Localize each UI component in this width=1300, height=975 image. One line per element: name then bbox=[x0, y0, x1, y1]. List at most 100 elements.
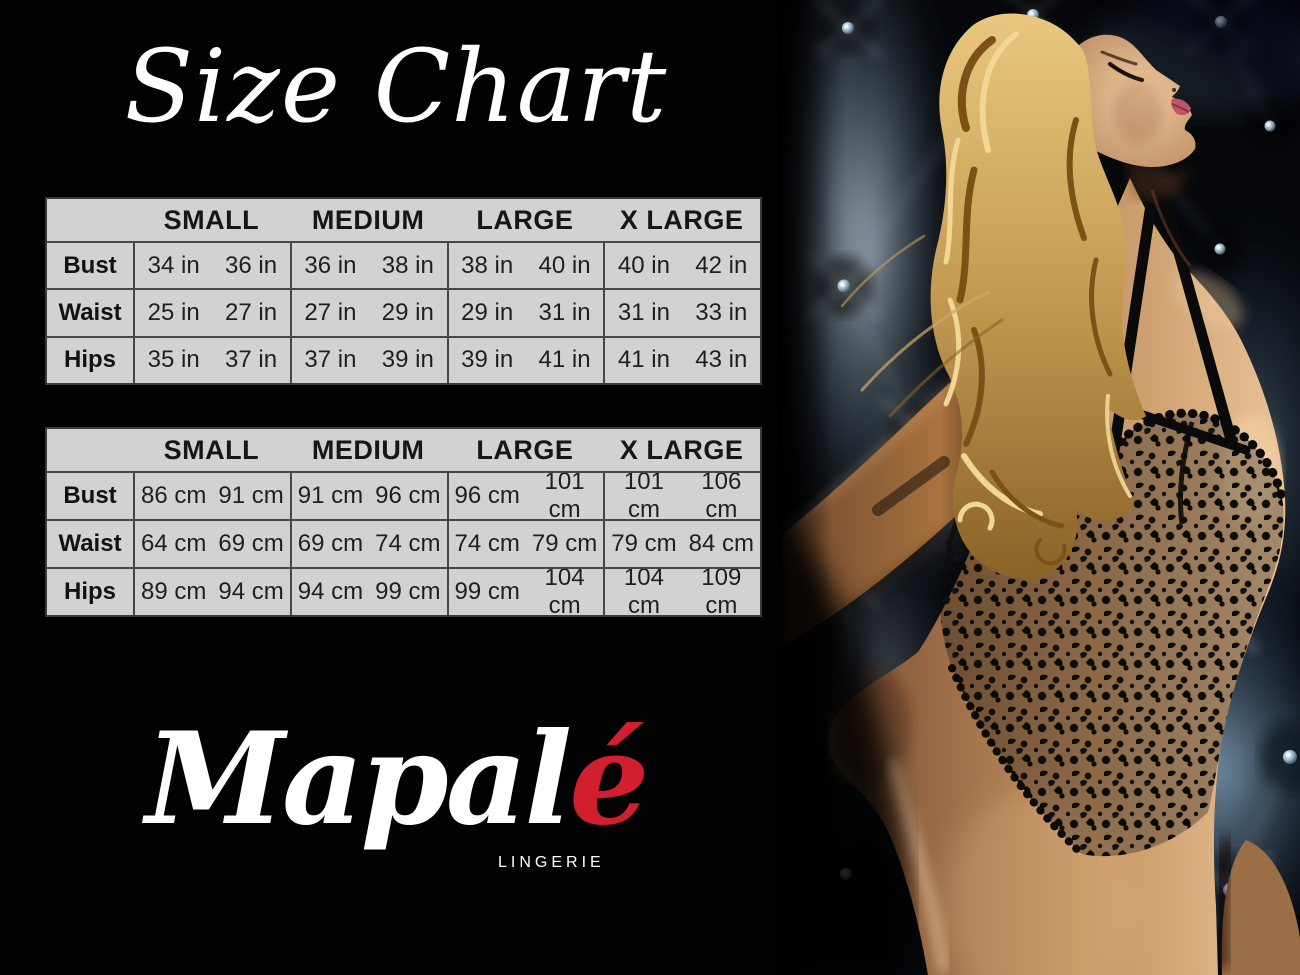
size-column-header: LARGE bbox=[476, 204, 574, 235]
size-table-inches: SMALL MEDIUM LARGE X LARGE Bust 34 in 36 in 36 … bbox=[45, 197, 762, 385]
measurement-range-cell: 69 cm 74 cm bbox=[289, 519, 447, 567]
measurement-range-cell: 64 cm 69 cm bbox=[133, 519, 290, 567]
measurement-value: 31 in bbox=[617, 298, 670, 326]
model-far-leg bbox=[1221, 840, 1300, 975]
measurement-value: 86 cm bbox=[141, 482, 207, 509]
measurement-value: 91 cm bbox=[297, 482, 364, 509]
measurement-value: 99 cm bbox=[454, 578, 520, 605]
measurement-row-label: Bust bbox=[47, 471, 133, 519]
measurement-value: 37 in bbox=[304, 346, 357, 374]
measurement-value: 27 in bbox=[304, 298, 357, 326]
measurement-range-cell: 94 cm 99 cm bbox=[289, 567, 447, 615]
measurement-row-label: Waist bbox=[47, 288, 133, 335]
measurement-range-cell: 74 cm 79 cm bbox=[446, 519, 604, 567]
model-hair bbox=[840, 13, 1146, 580]
measurement-value: 33 in bbox=[695, 298, 748, 326]
measurement-range-cell: 99 cm 104 cm bbox=[446, 567, 604, 615]
measurement-range-cell: 104 cm 109 cm bbox=[603, 567, 760, 615]
measurement-value: 29 in bbox=[381, 298, 434, 326]
measurement-range-cell: 34 in 36 in bbox=[133, 241, 290, 289]
measurement-value: 104 cm bbox=[544, 567, 585, 615]
brand-wordmark: Mapalé bbox=[0, 716, 792, 842]
measurement-range-cell: 101 cm 106 cm bbox=[603, 471, 760, 519]
measurement-range-cell: 36 in 38 in bbox=[289, 241, 447, 289]
measurement-value: 79 cm bbox=[531, 530, 598, 557]
brand-wordmark-white: Mapal bbox=[145, 705, 573, 853]
measurement-value: 38 in bbox=[381, 251, 434, 279]
corner-cell bbox=[47, 429, 133, 471]
measurement-value: 94 cm bbox=[297, 578, 364, 605]
measurement-value: 39 in bbox=[461, 346, 514, 374]
measurement-value: 25 in bbox=[147, 298, 200, 326]
measurement-range-cell: 91 cm 96 cm bbox=[289, 471, 447, 519]
size-column-header: X LARGE bbox=[619, 204, 744, 235]
measurement-value: 37 in bbox=[225, 346, 278, 374]
measurement-value: 42 in bbox=[695, 251, 748, 279]
brand-logo: Mapalé LINGERIE bbox=[0, 716, 792, 871]
measurement-row-label: Hips bbox=[47, 567, 133, 615]
size-column-header: SMALL bbox=[163, 434, 260, 465]
brand-wordmark-accent: é bbox=[569, 705, 649, 853]
measurement-value: 29 in bbox=[461, 298, 514, 326]
measurement-value: 89 cm bbox=[141, 578, 207, 605]
measurement-range-cell: 79 cm 84 cm bbox=[603, 519, 760, 567]
measurement-value: 41 in bbox=[617, 346, 670, 374]
measurement-value: 64 cm bbox=[141, 530, 207, 557]
measurement-range-cell: 37 in 39 in bbox=[289, 335, 447, 383]
measurement-range-cell: 39 in 41 in bbox=[446, 335, 604, 383]
page-title: Size Chart bbox=[124, 28, 668, 145]
measurement-value: 106 cm bbox=[701, 471, 742, 519]
measurement-value: 74 cm bbox=[454, 530, 520, 557]
measurement-value: 40 in bbox=[538, 251, 591, 279]
measurement-value: 39 in bbox=[381, 346, 434, 374]
measurement-value: 101 cm bbox=[544, 471, 585, 519]
measurement-row-label: Bust bbox=[47, 241, 133, 288]
measurement-range-cell: 35 in 37 in bbox=[133, 335, 290, 383]
size-column-header: X LARGE bbox=[619, 434, 744, 465]
corner-cell bbox=[47, 199, 133, 241]
measurement-value: 94 cm bbox=[218, 578, 284, 605]
measurement-value: 96 cm bbox=[375, 482, 441, 509]
measurement-value: 34 in bbox=[147, 251, 200, 279]
measurement-range-cell: 31 in 33 in bbox=[603, 288, 760, 336]
size-table-centimeters: SMALL MEDIUM LARGE X LARGE Bust 86 cm 91 cm 91 … bbox=[45, 427, 762, 617]
measurement-value: 91 cm bbox=[218, 482, 284, 509]
measurement-value: 84 cm bbox=[688, 530, 754, 557]
model-photo bbox=[778, 0, 1300, 975]
measurement-range-cell: 86 cm 91 cm bbox=[133, 471, 290, 519]
size-column-header: MEDIUM bbox=[311, 434, 425, 465]
model-face bbox=[1062, 34, 1196, 267]
measurement-range-cell: 41 in 43 in bbox=[603, 335, 760, 383]
closed-eye-lashes bbox=[1108, 62, 1144, 82]
measurement-value: 31 in bbox=[538, 298, 591, 326]
measurement-range-cell: 29 in 31 in bbox=[446, 288, 604, 336]
model-figure bbox=[778, 13, 1300, 975]
measurement-value: 43 in bbox=[695, 346, 748, 374]
measurement-row-label: Hips bbox=[47, 335, 133, 383]
measurement-value: 27 in bbox=[225, 298, 278, 326]
measurement-range-cell: 89 cm 94 cm bbox=[133, 567, 290, 615]
measurement-value: 79 cm bbox=[611, 530, 677, 557]
measurement-value: 35 in bbox=[147, 346, 200, 374]
measurement-value: 99 cm bbox=[375, 578, 441, 605]
measurement-value: 36 in bbox=[225, 251, 278, 279]
measurement-range-cell: 38 in 40 in bbox=[446, 241, 604, 289]
measurement-value: 69 cm bbox=[297, 530, 364, 557]
measurement-value: 41 in bbox=[538, 346, 591, 374]
measurement-value: 101 cm bbox=[623, 471, 664, 519]
measurement-row-label: Waist bbox=[47, 519, 133, 567]
measurement-value: 74 cm bbox=[375, 530, 441, 557]
measurement-range-cell: 27 in 29 in bbox=[289, 288, 447, 336]
measurement-range-cell: 40 in 42 in bbox=[603, 241, 760, 289]
measurement-value: 69 cm bbox=[218, 530, 284, 557]
measurement-value: 109 cm bbox=[701, 567, 742, 615]
measurement-value: 104 cm bbox=[623, 567, 664, 615]
measurement-range-cell: 96 cm 101 cm bbox=[446, 471, 604, 519]
measurement-value: 96 cm bbox=[454, 482, 520, 509]
measurement-value: 36 in bbox=[304, 251, 357, 279]
measurement-value: 38 in bbox=[461, 251, 514, 279]
size-column-header: SMALL bbox=[163, 204, 260, 235]
brand-tagline: LINGERIE bbox=[498, 854, 605, 871]
size-column-header: LARGE bbox=[476, 434, 574, 465]
